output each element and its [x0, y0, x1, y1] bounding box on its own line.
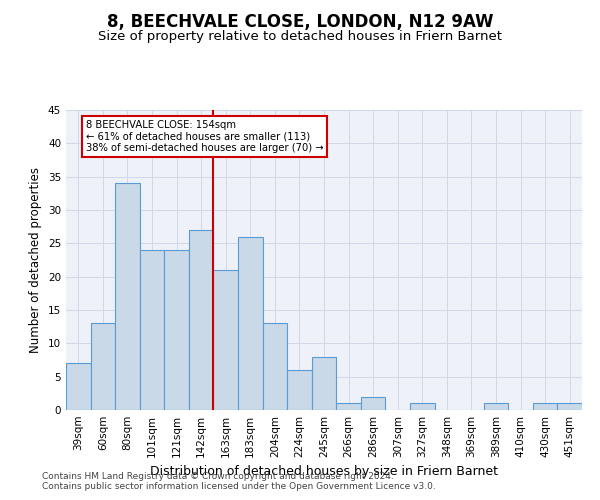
- Bar: [533, 404, 557, 410]
- Text: Size of property relative to detached houses in Friern Barnet: Size of property relative to detached ho…: [98, 30, 502, 43]
- Bar: [238, 236, 263, 410]
- Bar: [115, 184, 140, 410]
- Bar: [164, 250, 189, 410]
- Bar: [410, 404, 434, 410]
- X-axis label: Distribution of detached houses by size in Friern Barnet: Distribution of detached houses by size …: [150, 466, 498, 478]
- Text: Contains public sector information licensed under the Open Government Licence v3: Contains public sector information licen…: [42, 482, 436, 491]
- Bar: [557, 404, 582, 410]
- Bar: [91, 324, 115, 410]
- Bar: [189, 230, 214, 410]
- Bar: [336, 404, 361, 410]
- Bar: [214, 270, 238, 410]
- Bar: [66, 364, 91, 410]
- Text: Contains HM Land Registry data © Crown copyright and database right 2024.: Contains HM Land Registry data © Crown c…: [42, 472, 394, 481]
- Bar: [140, 250, 164, 410]
- Bar: [312, 356, 336, 410]
- Bar: [484, 404, 508, 410]
- Y-axis label: Number of detached properties: Number of detached properties: [29, 167, 43, 353]
- Bar: [287, 370, 312, 410]
- Bar: [361, 396, 385, 410]
- Text: 8, BEECHVALE CLOSE, LONDON, N12 9AW: 8, BEECHVALE CLOSE, LONDON, N12 9AW: [107, 12, 493, 30]
- Text: 8 BEECHVALE CLOSE: 154sqm
← 61% of detached houses are smaller (113)
38% of semi: 8 BEECHVALE CLOSE: 154sqm ← 61% of detac…: [86, 120, 323, 153]
- Bar: [263, 324, 287, 410]
